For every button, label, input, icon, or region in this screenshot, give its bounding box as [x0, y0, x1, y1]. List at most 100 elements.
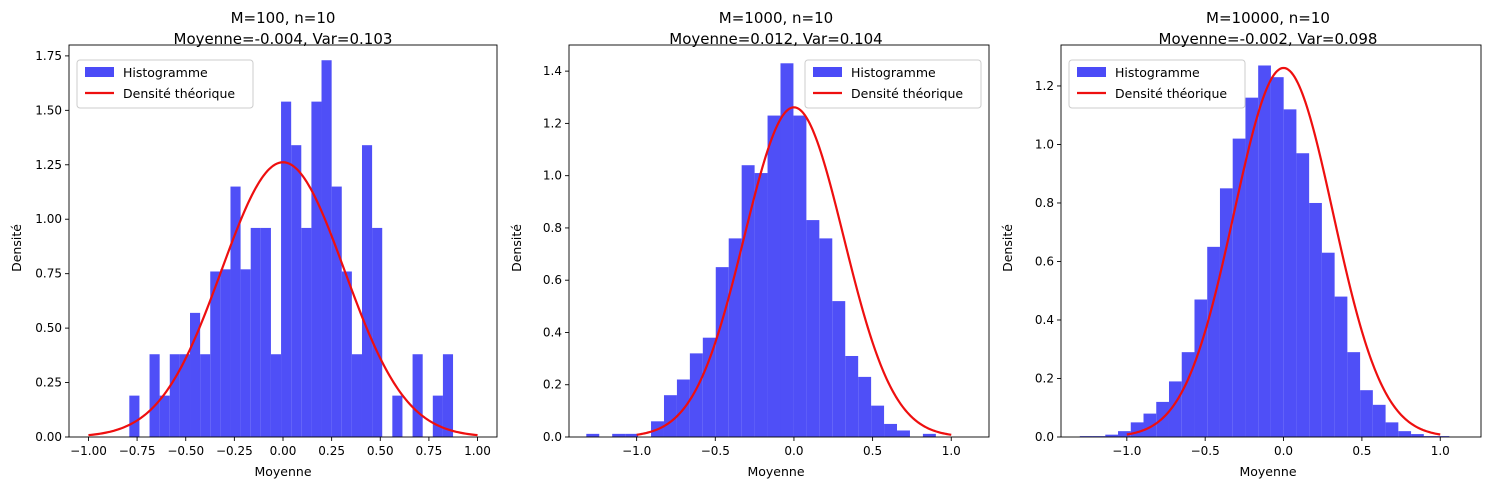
x-tick-label: 0.50 [367, 444, 394, 458]
histogram-bar [1181, 352, 1195, 437]
histogram-bar [780, 63, 794, 437]
histogram-bar [260, 227, 271, 437]
histogram-bar [1168, 381, 1182, 437]
histogram-bar [897, 430, 910, 437]
histogram-bar [372, 227, 383, 437]
panel-3-axes-frame [1060, 44, 1482, 438]
x-tick-label: −0.75 [119, 444, 156, 458]
histogram-bar [819, 238, 833, 437]
histogram-bar [612, 433, 626, 437]
y-tick-label: 1.0 [1035, 137, 1054, 151]
histogram-bar [1143, 413, 1157, 437]
histogram-bar [663, 395, 677, 437]
panel-1-legend-hist-swatch [85, 67, 114, 77]
histogram-bar [1411, 434, 1424, 437]
x-tick-label: −0.50 [167, 444, 204, 458]
panel-1-legend: Histogramme Densité théorique [76, 59, 254, 109]
panel-2-legend-hist-swatch [813, 67, 842, 77]
y-tick-label: 1.2 [1035, 79, 1054, 93]
histogram-bar [1334, 296, 1348, 437]
panel-3-legend-hist-swatch [1077, 67, 1106, 77]
y-tick-label: 0.2 [1035, 371, 1054, 385]
histogram-bar [1194, 299, 1208, 437]
histogram-bar [270, 354, 282, 437]
histogram-bar [1360, 390, 1373, 437]
histogram-bar [412, 354, 423, 437]
y-tick-label: 0.8 [1035, 196, 1054, 210]
histogram-bar [1321, 252, 1335, 437]
histogram-bar [1270, 77, 1284, 438]
histogram-bar [291, 145, 302, 437]
histogram-bar [149, 354, 160, 437]
histogram-bar [331, 186, 342, 437]
panel-3-xlabel: Moyenne [1239, 464, 1296, 479]
panel-1-legend-hist-label: Histogramme [123, 65, 208, 80]
panel-2-xlabel: Moyenne [747, 464, 804, 479]
histogram-bar [210, 271, 221, 437]
histogram-bar [1258, 65, 1271, 437]
histogram-bar [586, 433, 600, 437]
panel-3-ylabel: Densité [1000, 224, 1015, 272]
histogram-bar [301, 227, 312, 437]
panel-1-title: M=100, n=10 [231, 9, 336, 27]
y-tick-label: 1.25 [35, 158, 62, 172]
panel-2-legend: Histogramme Densité théorique [804, 59, 982, 109]
histogram-bar [1105, 434, 1119, 437]
histogram-bar [922, 433, 936, 437]
panel-3-legend-density-label: Densité théorique [1115, 86, 1227, 101]
x-tick-label: 0.00 [270, 444, 297, 458]
x-tick-label: 1.00 [464, 444, 491, 458]
panel-1-subtitle: Moyenne=-0.004, Var=0.103 [174, 30, 393, 48]
histogram-bar [351, 354, 362, 437]
y-tick-label: 0.50 [35, 321, 62, 335]
x-tick-label: −1.00 [70, 444, 107, 458]
histogram-bar [871, 405, 885, 437]
panel-1: M=100, n=10 Moyenne=-0.004, Var=0.103 −1… [9, 9, 498, 479]
panel-3-histogram [1079, 65, 1450, 438]
histogram-bar [281, 101, 292, 438]
histogram-bar [200, 354, 211, 437]
panel-2-histogram [586, 63, 936, 438]
histogram-bar [793, 115, 807, 437]
y-tick-label: 0.2 [543, 378, 562, 392]
y-tick-label: 1.75 [35, 49, 62, 63]
histogram-bar [220, 269, 231, 437]
panel-2-subtitle: Moyenne=0.012, Var=0.104 [669, 30, 882, 48]
histogram-bar [767, 115, 781, 437]
x-tick-label: 0.0 [1274, 444, 1293, 458]
histogram-bar [240, 269, 251, 437]
panel-2-x-ticks: −1.0 −0.5 0.0 0.5 1.0 [622, 437, 961, 458]
panel-3-subtitle: Moyenne=-0.002, Var=0.098 [1159, 30, 1378, 48]
histogram-bar [1372, 404, 1386, 437]
y-tick-label: 0.6 [1035, 254, 1054, 268]
histogram-bar [190, 312, 201, 437]
x-tick-label: 0.5 [863, 444, 882, 458]
y-tick-label: 0.00 [35, 430, 62, 444]
x-tick-label: −1.0 [1112, 444, 1141, 458]
y-tick-label: 0.0 [543, 430, 562, 444]
y-tick-label: 1.0 [543, 169, 562, 183]
panel-2-density-curve [636, 106, 952, 436]
panel-1-density-curve [88, 161, 478, 437]
panel-3-legend-hist-label: Histogramme [1115, 65, 1200, 80]
density-curve-line [88, 161, 478, 437]
histogram-bar [169, 354, 180, 437]
histogram-bar [321, 60, 332, 438]
histogram-bar [179, 354, 191, 437]
x-tick-label: 0.0 [784, 444, 803, 458]
panel-2-legend-hist-label: Histogramme [851, 65, 936, 80]
panel-1-y-ticks: 0.00 0.25 0.50 0.75 1.00 1.25 1.50 1.75 [35, 49, 69, 444]
panel-2-ylabel: Densité [509, 224, 524, 272]
histogram-bar [392, 395, 403, 437]
histogram-bar [1245, 97, 1259, 437]
histogram-bar [806, 220, 820, 437]
histogram-bar [1398, 431, 1412, 437]
panel-3: M=10000, n=10 Moyenne=-0.002, Var=0.098 … [1000, 9, 1482, 479]
y-tick-label: 1.50 [35, 103, 62, 117]
panel-1-legend-box [76, 59, 254, 109]
histogram-bar [1130, 422, 1144, 437]
x-tick-label: −0.5 [1191, 444, 1220, 458]
histogram-bar [311, 101, 322, 438]
histogram-bar [442, 354, 454, 437]
y-tick-label: 0.4 [1035, 313, 1054, 327]
